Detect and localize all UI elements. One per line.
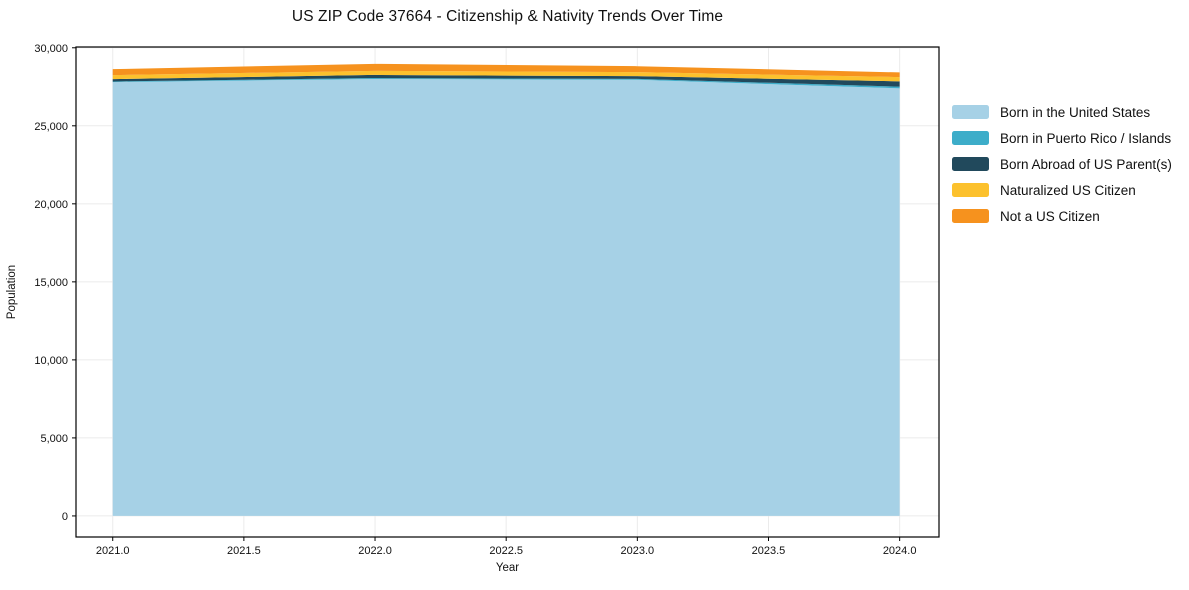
x-tick-label: 2021.5: [227, 545, 261, 557]
area-series-0: [112, 78, 900, 516]
x-tick-label: 2021.0: [96, 545, 130, 557]
legend-item: Born Abroad of US Parent(s): [952, 151, 1172, 177]
y-tick-label: 10,000: [34, 355, 68, 367]
legend-item: Born in the United States: [952, 99, 1172, 125]
legend-swatch: [952, 157, 989, 171]
y-tick-label: 20,000: [34, 199, 68, 211]
legend-label: Born Abroad of US Parent(s): [1000, 156, 1172, 172]
area-series-4: [112, 63, 900, 78]
y-tick-label: 15,000: [34, 277, 68, 289]
y-axis-label: Population: [6, 264, 18, 320]
legend-swatch: [952, 183, 989, 197]
x-axis-label: Year: [495, 562, 520, 574]
area-series-3: [112, 70, 900, 82]
y-tick-label: 30,000: [34, 43, 68, 55]
y-tick-label: 5,000: [40, 433, 68, 445]
legend-swatch: [952, 131, 989, 145]
x-tick-label: 2022.0: [358, 545, 392, 557]
legend-item: Not a US Citizen: [952, 203, 1172, 229]
legend-label: Naturalized US Citizen: [1000, 182, 1136, 198]
x-tick-label: 2023.5: [752, 545, 786, 557]
legend-swatch: [952, 105, 989, 119]
x-tick-label: 2022.5: [489, 545, 523, 557]
legend-swatch: [952, 209, 989, 223]
legend-label: Not a US Citizen: [1000, 208, 1100, 224]
legend-label: Born in the United States: [1000, 104, 1151, 120]
y-tick-label: 25,000: [34, 121, 68, 133]
x-tick-label: 2023.0: [621, 545, 655, 557]
legend: Born in the United States Born in Puerto …: [952, 99, 1172, 229]
legend-label: Born in Puerto Rico / Islands: [1000, 130, 1172, 146]
x-tick-label: 2024.0: [883, 545, 917, 557]
area-series-2: [112, 74, 900, 87]
legend-item: Naturalized US Citizen: [952, 177, 1172, 203]
area-series-1: [112, 78, 900, 89]
legend-item: Born in Puerto Rico / Islands: [952, 125, 1172, 151]
chart-title: US ZIP Code 37664 - Citizenship & Nativi…: [291, 8, 724, 25]
y-tick-label: 0: [62, 511, 68, 523]
axes-frame: [75, 46, 940, 538]
